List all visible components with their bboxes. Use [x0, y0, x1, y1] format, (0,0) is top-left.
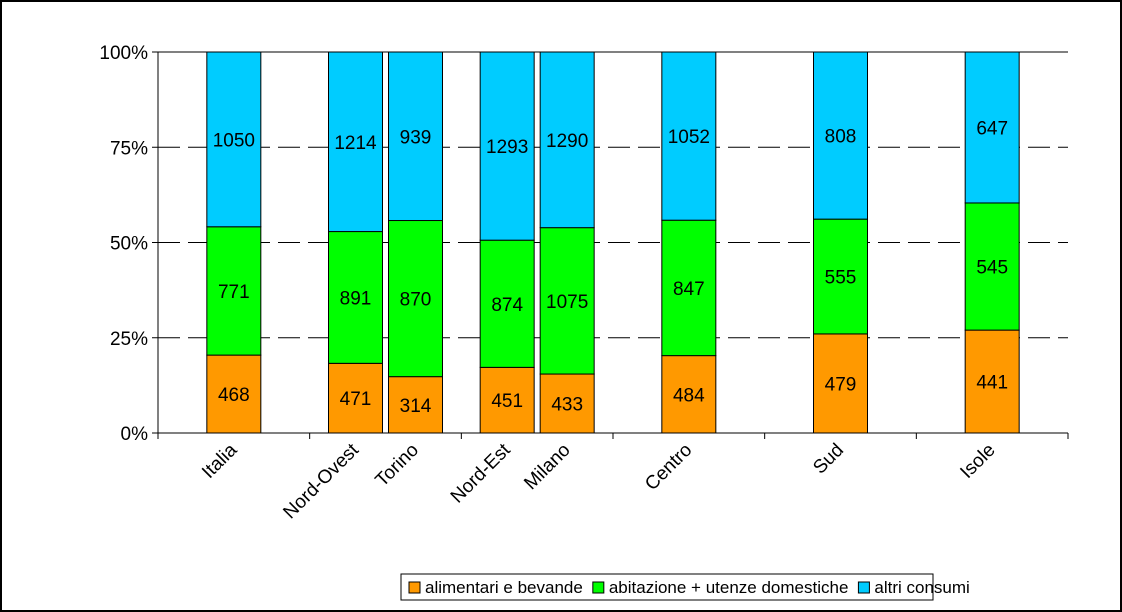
- data-label: 771: [218, 282, 250, 303]
- data-label: 874: [491, 295, 523, 316]
- data-label: 1293: [486, 137, 528, 158]
- data-label: 433: [551, 395, 583, 416]
- grid-lines: [158, 51, 1068, 339]
- bar-segment: [206, 226, 262, 356]
- data-label: 891: [340, 288, 372, 309]
- bar-segment: [328, 51, 383, 233]
- bar-segment: [539, 51, 595, 229]
- data-label: 1214: [334, 133, 377, 154]
- bar-segment: [206, 51, 262, 228]
- bar-segment: [964, 202, 1020, 331]
- data-label: 471: [340, 389, 372, 410]
- data-label: 484: [673, 385, 705, 406]
- y-tick-label: 100%: [99, 43, 148, 64]
- legend-swatch: [408, 581, 421, 594]
- data-label: 870: [400, 290, 432, 311]
- bar-segment: [813, 218, 868, 335]
- y-tick-label: 0%: [121, 424, 149, 445]
- bar-segment: [328, 231, 383, 364]
- data-label: 939: [400, 127, 432, 148]
- bar-segment: [661, 355, 717, 434]
- legend-label: alimentari e bevande: [425, 578, 583, 597]
- bar-segment: [388, 220, 443, 378]
- bar-segment: [813, 333, 868, 434]
- bar-segment: [661, 51, 717, 221]
- bar-segment: [388, 376, 443, 434]
- bar-segment: [328, 362, 383, 434]
- data-label: 647: [976, 118, 1008, 139]
- legend-swatch: [592, 581, 605, 594]
- data-label: 545: [976, 258, 1008, 279]
- bar-segment: [479, 239, 535, 368]
- legend-box: [400, 573, 934, 601]
- data-label: 441: [976, 373, 1008, 394]
- axes: [152, 51, 1069, 439]
- data-label: 1290: [546, 131, 588, 152]
- bar-segment: [388, 51, 443, 222]
- data-label: 808: [825, 127, 857, 148]
- legend-label: altri consumi: [874, 578, 969, 597]
- bar-segment: [539, 227, 595, 375]
- y-tick-label: 75%: [110, 138, 148, 159]
- data-label: 451: [491, 391, 523, 412]
- y-tick-label: 25%: [110, 329, 148, 350]
- y-tick-label: 50%: [110, 234, 148, 255]
- legend-label: abitazione + utenze domestiche: [609, 578, 849, 597]
- legend: alimentari e bevande abitazione + utenze …: [400, 573, 970, 601]
- bars: [206, 51, 1020, 434]
- data-label: 555: [825, 268, 857, 289]
- data-label: 1075: [546, 292, 588, 313]
- data-label: 1052: [668, 127, 710, 148]
- bar-segment: [813, 51, 868, 220]
- bar-segment: [479, 366, 535, 434]
- data-label: 1050: [213, 130, 255, 151]
- bar-segment: [479, 51, 535, 241]
- bar-segment: [964, 51, 1020, 204]
- bar-segment: [661, 219, 717, 357]
- legend-swatch: [857, 581, 870, 594]
- data-labels: 468 771 1050 471 891 1214 314 870 939 451 874 1293 4…: [213, 118, 1008, 416]
- data-label: 847: [673, 279, 705, 300]
- data-label: 314: [400, 396, 432, 417]
- data-label: 468: [218, 385, 250, 406]
- data-label: 479: [825, 374, 857, 395]
